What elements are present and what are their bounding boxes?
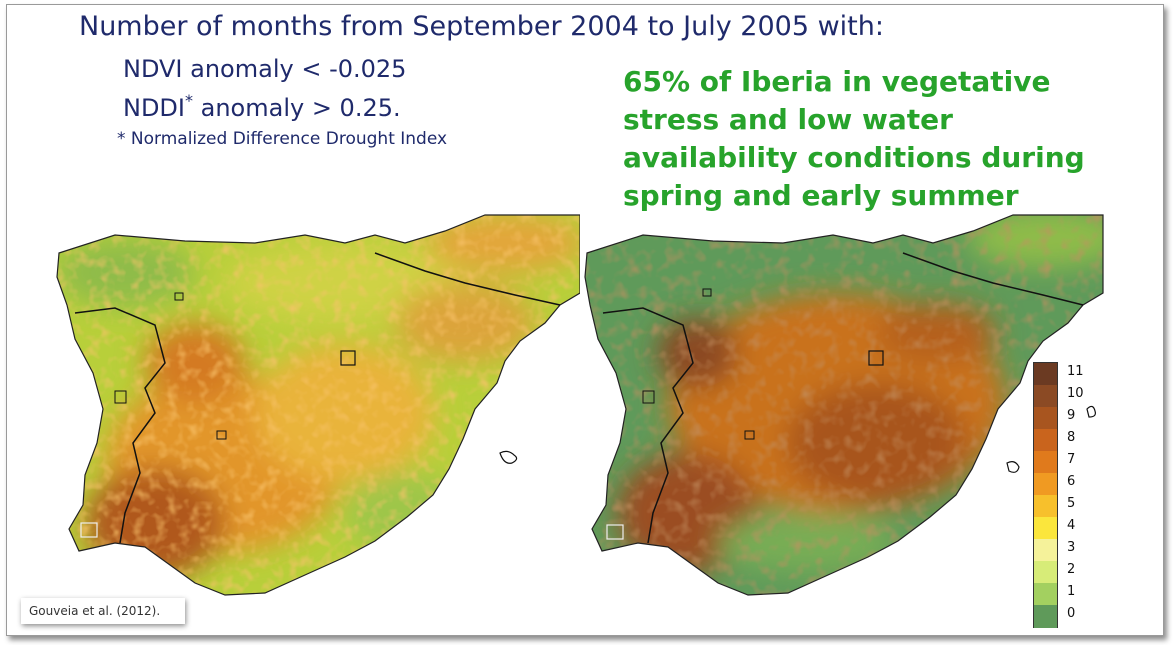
- legend-tick-label: 0: [1067, 606, 1076, 621]
- legend-tick-label: 5: [1067, 496, 1076, 511]
- highlight-line-4: spring and early summer: [623, 179, 1019, 212]
- slide-title: Number of months from September 2004 to …: [79, 11, 884, 42]
- nddi-criterion-prefix: NDDI: [123, 94, 185, 122]
- legend-tick-label: 4: [1067, 518, 1076, 533]
- legend-swatch: [1034, 583, 1057, 606]
- highlight-line-3: availability conditions during: [623, 141, 1085, 174]
- legend-tick-label: 3: [1067, 540, 1076, 555]
- map-ndvi: [56, 214, 580, 596]
- legend-swatch: [1034, 363, 1057, 386]
- citation: Gouveia et al. (2012).: [21, 598, 185, 624]
- legend-swatch: [1034, 495, 1057, 518]
- nddi-asterisk: *: [185, 91, 193, 110]
- legend-swatch: [1034, 429, 1057, 452]
- legend-tick-label: 7: [1067, 452, 1076, 467]
- legend-tick-label: 9: [1067, 408, 1076, 423]
- highlight-line-2: stress and low water: [623, 103, 953, 136]
- legend-swatch: [1034, 539, 1057, 562]
- legend-swatch: [1034, 605, 1057, 628]
- legend-tick-label: 6: [1067, 474, 1076, 489]
- legend-swatch: [1034, 561, 1057, 584]
- footnote: * Normalized Difference Drought Index: [117, 129, 448, 149]
- legend-swatch: [1034, 407, 1057, 430]
- ndvi-criterion: NDVI anomaly < -0.025: [123, 55, 407, 83]
- legend: 11 10 9 8 7 6 5 4 3 2 1 0: [1033, 362, 1093, 630]
- legend-swatch: [1034, 473, 1057, 496]
- slide: Number of months from September 2004 to …: [6, 4, 1164, 636]
- legend-swatch: [1034, 517, 1057, 540]
- legend-swatch: [1034, 385, 1057, 408]
- map-nddi: [584, 214, 1104, 596]
- highlight-line-1: 65% of Iberia in vegetative: [623, 65, 1051, 98]
- legend-colorbar: [1033, 362, 1058, 628]
- legend-tick-label: 2: [1067, 562, 1076, 577]
- nddi-criterion-suffix: anomaly > 0.25.: [193, 94, 401, 122]
- legend-tick-label: 8: [1067, 430, 1076, 445]
- legend-tick-label: 11: [1067, 364, 1084, 379]
- legend-swatch: [1034, 451, 1057, 474]
- legend-tick-label: 1: [1067, 584, 1076, 599]
- legend-tick-label: 10: [1067, 386, 1084, 401]
- highlight-statement: 65% of Iberia in vegetative stress and l…: [623, 63, 1123, 215]
- nddi-criterion: NDDI* anomaly > 0.25.: [123, 91, 401, 122]
